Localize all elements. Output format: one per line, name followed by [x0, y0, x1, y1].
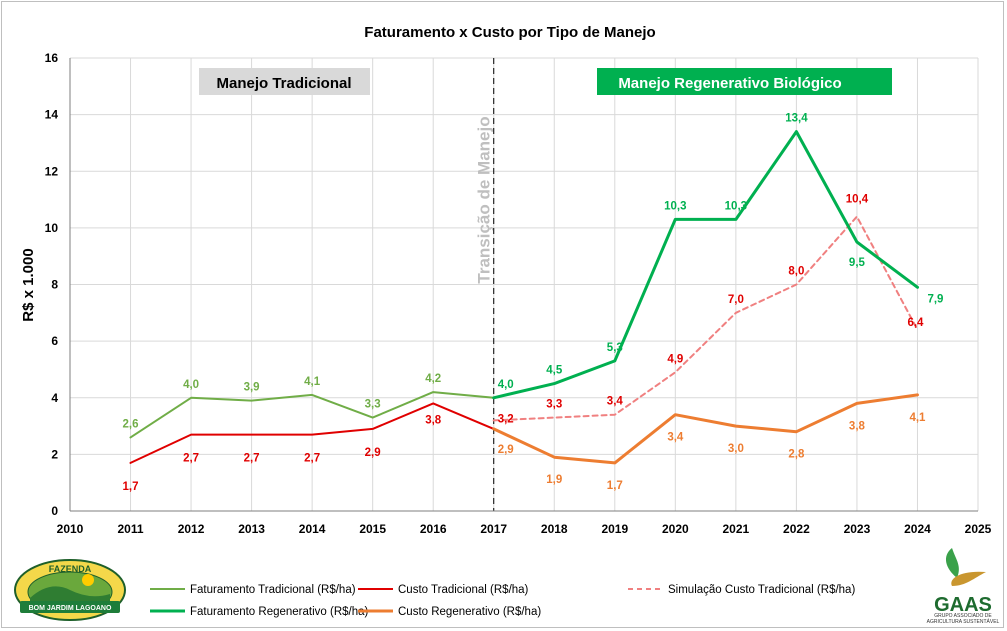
data-label-custo_reg-2017: 2,9: [498, 444, 514, 456]
grid: [70, 57, 979, 511]
data-label-fat_trad-2013: 3,9: [244, 382, 260, 394]
data-label-custo_reg-2024: 4,1: [909, 412, 926, 424]
data-label-fat_reg-2024: 7,9: [927, 293, 943, 305]
data-label-custo_reg-2020: 3,4: [667, 432, 684, 444]
data-label-fat_reg-2023: 9,5: [849, 257, 866, 269]
data-label-fat_trad-2011: 2,6: [123, 418, 139, 430]
data-label-sim_custo-2017: 3,2: [498, 413, 514, 425]
data-label-fat_reg-2017: 4,0: [498, 379, 514, 391]
left-banner-bg: [199, 68, 370, 95]
series-layer: [129, 130, 919, 465]
divider-label: Transição de Manejo: [475, 116, 494, 283]
logo-ribbon: [20, 601, 120, 613]
y-tick-label-4: 4: [51, 391, 58, 405]
x-tick-label-2018: 2018: [541, 522, 568, 536]
x-tick-label-2024: 2024: [904, 522, 931, 536]
x-tick-label-2013: 2013: [238, 522, 265, 536]
data-label-custo_reg-2021: 3,0: [728, 443, 744, 455]
data-label-custo_reg-2023: 3,8: [849, 420, 866, 432]
data-label-custo_trad-2012: 2,7: [183, 453, 199, 465]
x-tick-label-2021: 2021: [723, 522, 750, 536]
legend-label-fat_trad: Faturamento Tradicional (R$/ha): [190, 584, 356, 596]
data-label-sim_custo-2019: 3,4: [607, 396, 624, 408]
x-tick-label-2011: 2011: [118, 522, 144, 536]
x-tick-label-2019: 2019: [601, 522, 628, 536]
legend: Faturamento Tradicional (R$/ha) Custo Tra…: [150, 584, 855, 618]
data-label-fat_reg-2022: 13,4: [785, 113, 808, 125]
gaas-sprout-icon: [951, 571, 986, 586]
x-tick-label-2025: 2025: [965, 522, 992, 536]
data-label-custo_trad-2016: 3,8: [425, 414, 442, 426]
series-line-fat_trad: [129, 391, 495, 439]
x-tick-label-2014: 2014: [299, 522, 326, 536]
data-label-custo_reg-2018: 1,9: [546, 474, 562, 486]
logo-bottom-text: BOM JARDIM LAGOANO: [29, 605, 112, 612]
gaas-name: GAAS: [934, 594, 992, 616]
fazenda-logo: FAZENDA BOM JARDIM LAGOANO: [14, 559, 126, 621]
data-labels-layer: 2,6 4,0 3,9 4,1 3,3 4,2 1,7 2,7 2,7 2,7 2,9 3,8 3,2 3…: [123, 113, 944, 493]
data-label-fat_reg-2021: 10,3: [725, 200, 747, 212]
data-label-sim_custo-2021: 7,0: [728, 294, 744, 306]
logo-sun-shape: [82, 574, 94, 586]
gaas-logo: GAAS GRUPO ASSOCIADO DE AGRICULTURA SUST…: [927, 548, 1000, 625]
gaas-subtitle-1: GRUPO ASSOCIADO DE: [934, 613, 992, 619]
logo-top-text: FAZENDA: [49, 564, 92, 574]
data-label-fat_reg-2019: 5,3: [607, 342, 623, 354]
right-banner-bg: [597, 68, 892, 95]
chart-title: Faturamento x Custo por Tipo de Manejo: [364, 24, 655, 41]
x-tick-label-2015: 2015: [359, 522, 386, 536]
data-label-sim_custo-2018: 3,3: [546, 399, 562, 411]
right-banner: Manejo Regenerativo Biológico: [618, 75, 841, 92]
data-label-sim_custo-2022: 8,0: [788, 266, 804, 278]
y-axis-label: R$ x 1.000: [20, 248, 37, 321]
gaas-leaf-icon: [945, 548, 959, 578]
y-tick-label-12: 12: [45, 164, 59, 178]
series-line-custo_reg: [492, 393, 919, 465]
x-tick-label-2022: 2022: [783, 522, 810, 536]
banners: Manejo Tradicional Manejo Regenerativo B…: [199, 68, 892, 95]
data-label-sim_custo-2023: 10,4: [846, 194, 869, 206]
data-label-custo_trad-2011: 1,7: [123, 481, 139, 493]
gaas-subtitle-2: AGRICULTURA SUSTENTÁVEL: [927, 618, 1000, 625]
data-label-fat_reg-2020: 10,3: [664, 200, 686, 212]
legend-label-sim_custo: Simulação Custo Tradicional (R$/ha): [668, 584, 855, 596]
data-label-fat_trad-2015: 3,3: [365, 399, 381, 411]
data-label-custo_reg-2022: 2,8: [788, 449, 805, 461]
x-tick-label-2017: 2017: [480, 522, 507, 536]
y-tick-label-0: 0: [51, 504, 58, 518]
data-label-fat_trad-2014: 4,1: [304, 376, 321, 388]
x-tick-label-2023: 2023: [844, 522, 871, 536]
x-tick-label-2020: 2020: [662, 522, 689, 536]
data-label-sim_custo-2020: 4,9: [667, 353, 683, 365]
legend-label-fat_reg: Faturamento Regenerativo (R$/ha): [190, 606, 369, 618]
y-tick-label-6: 6: [51, 334, 58, 348]
y-tick-label-8: 8: [51, 278, 58, 292]
y-tick-label-14: 14: [45, 108, 59, 122]
x-tick-label-2012: 2012: [178, 522, 205, 536]
data-label-sim_custo-2024: 6,4: [907, 317, 924, 329]
data-label-fat_trad-2012: 4,0: [183, 379, 199, 391]
legend-label-custo_reg: Custo Regenerativo (R$/ha): [398, 606, 541, 618]
x-tick-label-2010: 2010: [57, 522, 84, 536]
data-label-custo_trad-2014: 2,7: [304, 453, 320, 465]
data-label-custo_reg-2019: 1,7: [607, 480, 623, 492]
data-label-fat_trad-2016: 4,2: [425, 373, 441, 385]
y-tick-label-16: 16: [45, 51, 59, 65]
transition-divider: Transição de Manejo: [475, 58, 495, 511]
y-tick-label-10: 10: [45, 221, 59, 235]
x-tick-label-2016: 2016: [420, 522, 447, 536]
data-label-fat_reg-2018: 4,5: [546, 365, 563, 377]
axes: 0 2 4 6 8 10 12 14 16 2010 2011 2012 2013 2014 2015 201…: [45, 51, 992, 536]
series-line-sim_custo: [492, 215, 919, 422]
data-label-custo_trad-2013: 2,7: [244, 453, 260, 465]
legend-label-custo_trad: Custo Tradicional (R$/ha): [398, 584, 529, 596]
y-tick-label-2: 2: [51, 447, 58, 461]
series-line-custo_trad: [129, 402, 495, 464]
data-label-custo_trad-2015: 2,9: [365, 447, 381, 459]
series-line-fat_reg: [492, 130, 919, 400]
left-banner: Manejo Tradicional: [216, 75, 351, 92]
